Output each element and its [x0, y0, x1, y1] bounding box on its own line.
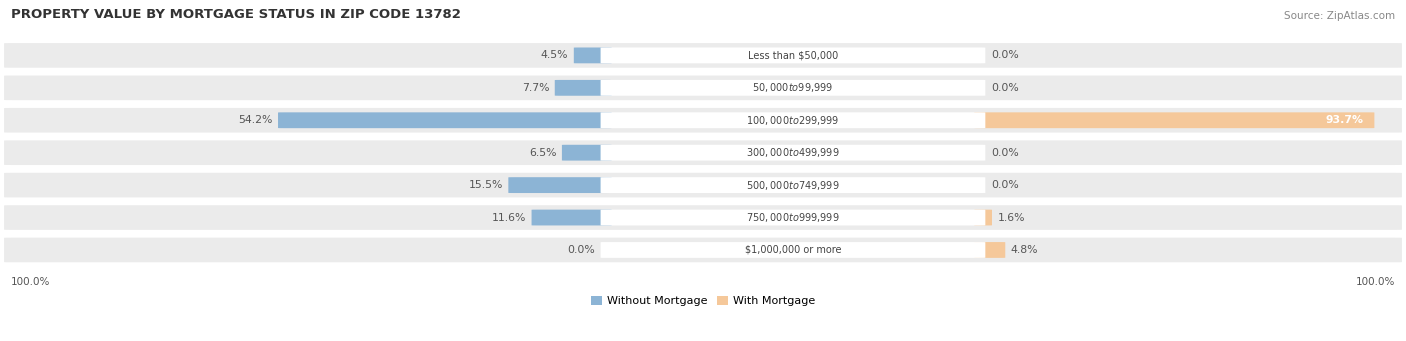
Text: $50,000 to $99,999: $50,000 to $99,999	[752, 81, 834, 94]
FancyBboxPatch shape	[4, 238, 1402, 262]
Text: $500,000 to $749,999: $500,000 to $749,999	[747, 179, 839, 192]
FancyBboxPatch shape	[600, 177, 986, 193]
Text: 0.0%: 0.0%	[991, 148, 1018, 158]
Text: Less than $50,000: Less than $50,000	[748, 50, 838, 60]
FancyBboxPatch shape	[974, 210, 993, 225]
FancyBboxPatch shape	[600, 80, 986, 96]
Text: 0.0%: 0.0%	[991, 83, 1018, 93]
Text: 0.0%: 0.0%	[991, 180, 1018, 190]
Text: 6.5%: 6.5%	[529, 148, 557, 158]
FancyBboxPatch shape	[4, 108, 1402, 133]
FancyBboxPatch shape	[600, 145, 986, 161]
Text: 0.0%: 0.0%	[567, 245, 595, 255]
Text: Source: ZipAtlas.com: Source: ZipAtlas.com	[1284, 11, 1395, 21]
Text: $750,000 to $999,999: $750,000 to $999,999	[747, 211, 839, 224]
FancyBboxPatch shape	[600, 210, 986, 225]
Text: $300,000 to $499,999: $300,000 to $499,999	[747, 146, 839, 159]
Text: $100,000 to $299,999: $100,000 to $299,999	[747, 114, 839, 127]
FancyBboxPatch shape	[4, 173, 1402, 197]
Legend: Without Mortgage, With Mortgage: Without Mortgage, With Mortgage	[586, 292, 820, 311]
FancyBboxPatch shape	[600, 242, 986, 258]
Text: 11.6%: 11.6%	[492, 212, 526, 223]
FancyBboxPatch shape	[600, 112, 986, 128]
FancyBboxPatch shape	[574, 47, 612, 63]
Text: $1,000,000 or more: $1,000,000 or more	[745, 245, 841, 255]
Text: 100.0%: 100.0%	[11, 277, 51, 286]
FancyBboxPatch shape	[974, 112, 1375, 128]
FancyBboxPatch shape	[4, 140, 1402, 165]
FancyBboxPatch shape	[600, 47, 986, 63]
Text: 4.8%: 4.8%	[1011, 245, 1038, 255]
Text: PROPERTY VALUE BY MORTGAGE STATUS IN ZIP CODE 13782: PROPERTY VALUE BY MORTGAGE STATUS IN ZIP…	[11, 8, 461, 21]
Text: 100.0%: 100.0%	[1355, 277, 1395, 286]
Text: 15.5%: 15.5%	[468, 180, 503, 190]
Text: 1.6%: 1.6%	[997, 212, 1025, 223]
FancyBboxPatch shape	[974, 242, 1005, 258]
FancyBboxPatch shape	[531, 210, 612, 225]
FancyBboxPatch shape	[4, 205, 1402, 230]
Text: 93.7%: 93.7%	[1326, 115, 1364, 125]
FancyBboxPatch shape	[4, 75, 1402, 100]
FancyBboxPatch shape	[562, 145, 612, 161]
FancyBboxPatch shape	[4, 43, 1402, 68]
Text: 4.5%: 4.5%	[541, 50, 568, 60]
Text: 0.0%: 0.0%	[991, 50, 1018, 60]
FancyBboxPatch shape	[278, 112, 612, 128]
FancyBboxPatch shape	[509, 177, 612, 193]
FancyBboxPatch shape	[555, 80, 612, 96]
Text: 7.7%: 7.7%	[522, 83, 550, 93]
Text: 54.2%: 54.2%	[238, 115, 273, 125]
